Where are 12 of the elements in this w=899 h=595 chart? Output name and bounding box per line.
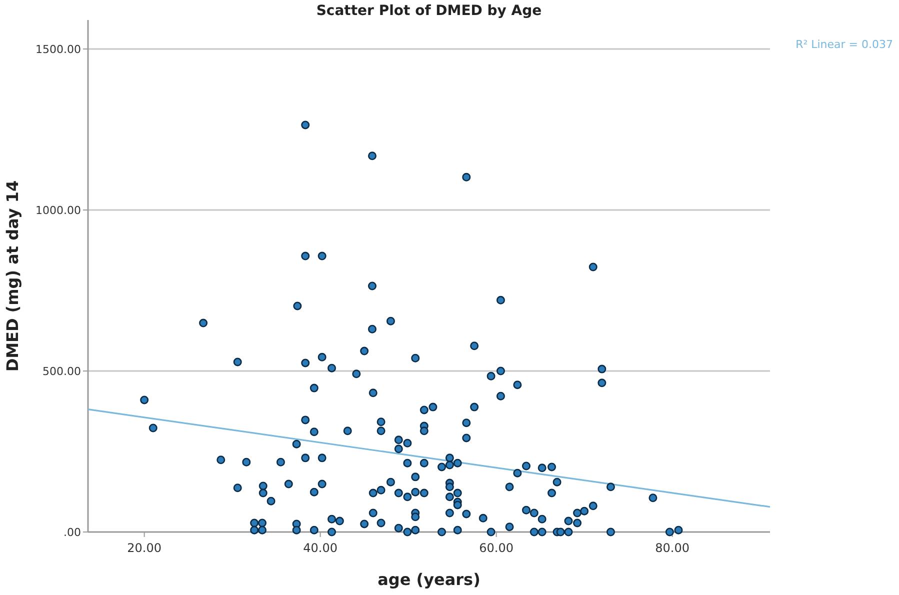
- x-tick-label: 60.00: [479, 541, 514, 555]
- text: R² Linear = 0.037: [796, 38, 893, 51]
- y-tick-label: 500.00: [42, 364, 81, 378]
- chart-title: Scatter Plot of DMED by Age: [316, 3, 542, 19]
- x-tick-label: 20.00: [127, 541, 162, 555]
- x-tick-label: 80.00: [655, 541, 690, 555]
- x-tick-label: 40.00: [303, 541, 338, 555]
- y-tick-label: .00: [64, 526, 81, 539]
- y-axis-title: DMED (mg) at day 14: [3, 180, 22, 372]
- y-tick-label: 1500.00: [36, 42, 81, 56]
- y-tick-label: 1000.00: [36, 204, 81, 217]
- x-axis-title: age (years): [378, 570, 480, 589]
